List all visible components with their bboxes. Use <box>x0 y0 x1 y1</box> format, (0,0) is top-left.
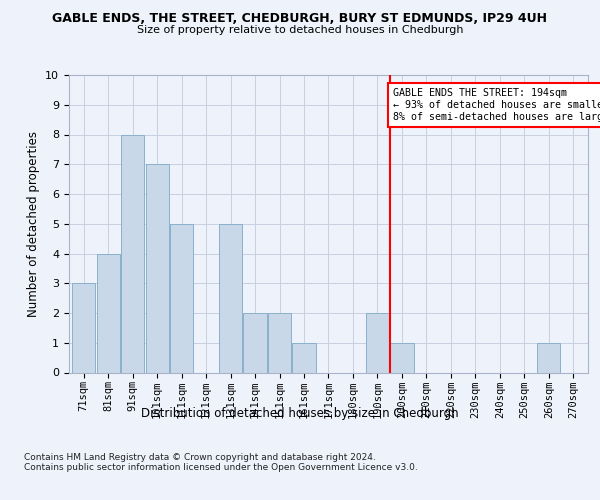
Text: Size of property relative to detached houses in Chedburgh: Size of property relative to detached ho… <box>137 25 463 35</box>
Bar <box>170 224 193 372</box>
Bar <box>268 313 291 372</box>
Y-axis label: Number of detached properties: Number of detached properties <box>27 130 40 317</box>
Bar <box>391 343 413 372</box>
Bar <box>97 254 120 372</box>
Bar <box>146 164 169 372</box>
Text: GABLE ENDS, THE STREET, CHEDBURGH, BURY ST EDMUNDS, IP29 4UH: GABLE ENDS, THE STREET, CHEDBURGH, BURY … <box>53 12 548 26</box>
Bar <box>366 313 389 372</box>
Bar <box>537 343 560 372</box>
Text: GABLE ENDS THE STREET: 194sqm
← 93% of detached houses are smaller (37)
8% of se: GABLE ENDS THE STREET: 194sqm ← 93% of d… <box>394 88 600 122</box>
Bar <box>219 224 242 372</box>
Text: Contains HM Land Registry data © Crown copyright and database right 2024.
Contai: Contains HM Land Registry data © Crown c… <box>24 452 418 472</box>
Text: Distribution of detached houses by size in Chedburgh: Distribution of detached houses by size … <box>141 408 459 420</box>
Bar <box>72 283 95 372</box>
Bar <box>244 313 266 372</box>
Bar <box>292 343 316 372</box>
Bar <box>121 134 144 372</box>
